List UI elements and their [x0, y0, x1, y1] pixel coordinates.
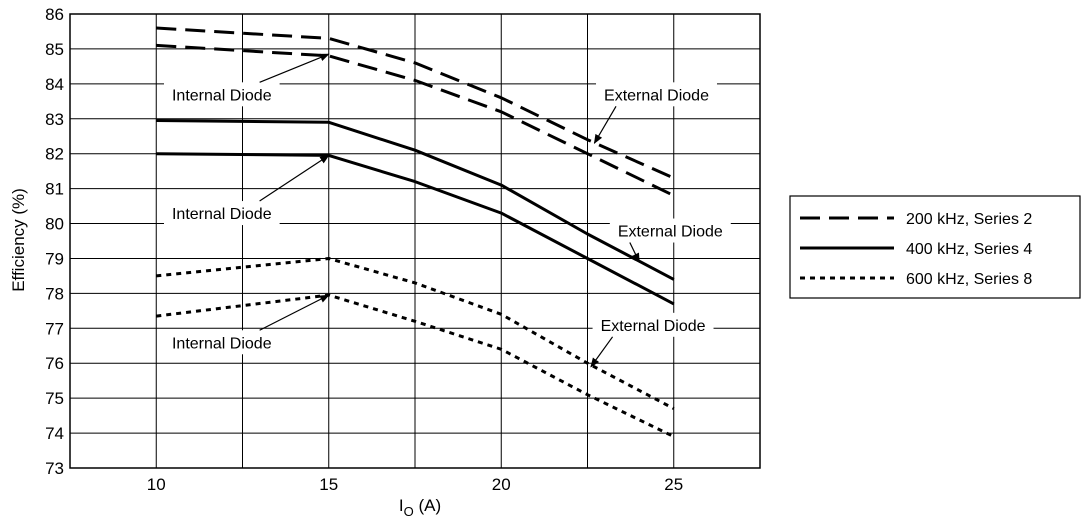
annotation-arrow	[259, 154, 330, 202]
y-tick-label: 85	[45, 40, 64, 59]
annotation-label-3: External Diode	[618, 224, 723, 241]
tick-labels: 73 74 75 76 77 78 79 80 81 82 83 84 85 86 10 15 20 25	[45, 5, 683, 494]
annotation-bg	[592, 312, 714, 337]
series-line-1	[156, 43, 675, 197]
series-line-5	[156, 293, 675, 438]
annotation-arrow	[259, 294, 330, 331]
annotation-label-5: External Diode	[601, 318, 706, 335]
y-tick-label: 82	[45, 145, 64, 164]
annotation-label-4: Internal Diode	[172, 335, 272, 352]
y-tick-label: 81	[45, 180, 64, 199]
annotation-bg	[163, 82, 280, 107]
series-line-3	[156, 152, 675, 306]
y-tick-label: 79	[45, 249, 64, 268]
x-axis-title-unit: (A)	[414, 496, 441, 515]
legend-label-1: 400 kHz, Series 4	[906, 241, 1032, 258]
x-tick-label: 25	[664, 475, 683, 494]
y-tick-label: 77	[45, 319, 64, 338]
annotation-label-2: Internal Diode	[172, 206, 272, 223]
series-lines	[156, 26, 675, 438]
y-tick-label: 76	[45, 354, 64, 373]
annotation-arrow	[590, 336, 614, 368]
annotation-arrow	[629, 242, 640, 263]
annotations: Internal Diode External Diode Internal Dio…	[163, 53, 731, 368]
y-tick-label: 73	[45, 459, 64, 478]
x-tick-label: 10	[147, 475, 166, 494]
y-tick-label: 74	[45, 424, 64, 443]
y-tick-label: 80	[45, 215, 64, 234]
series-line-4	[156, 257, 675, 410]
legend: 200 kHz, Series 2 400 kHz, Series 4 600 kH…	[789, 195, 1081, 299]
annotation-arrow	[259, 53, 330, 83]
y-tick-label: 84	[45, 75, 64, 94]
series-line-2	[156, 119, 675, 281]
x-axis-title-main: I	[399, 496, 404, 515]
x-tick-label: 20	[492, 475, 511, 494]
y-axis-title: Efficiency (%)	[9, 188, 28, 292]
annotation-label-1: External Diode	[604, 87, 709, 104]
annotation-bg	[609, 218, 731, 243]
legend-label-2: 600 kHz, Series 8	[906, 271, 1032, 288]
y-tick-label: 86	[45, 5, 64, 24]
annotation-bg	[163, 330, 280, 355]
annotation-bg	[163, 201, 280, 226]
annotation-arrow	[593, 106, 617, 145]
x-tick-label: 15	[319, 475, 338, 494]
annotation-label-0: Internal Diode	[172, 87, 272, 104]
y-tick-label: 75	[45, 389, 64, 408]
series-line-0	[156, 26, 675, 180]
annotation-bg	[596, 82, 717, 107]
x-axis-title: IO (A)	[399, 496, 441, 516]
x-axis-title-sub: O	[404, 504, 414, 516]
plot-frame	[69, 13, 761, 469]
legend-label-0: 200 kHz, Series 2	[906, 211, 1032, 228]
y-tick-label: 78	[45, 284, 64, 303]
y-tick-label: 83	[45, 110, 64, 129]
